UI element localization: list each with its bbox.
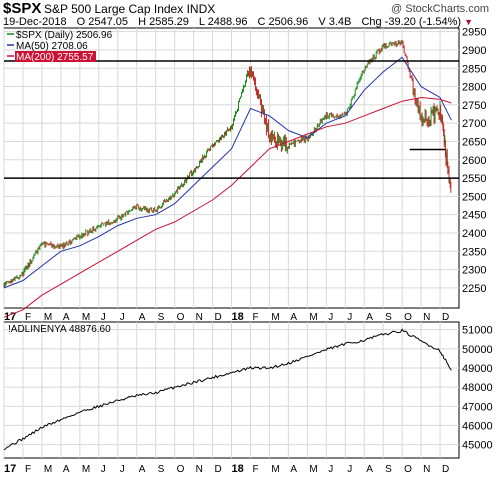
index-name: S&P 500 Large Cap Index INDX xyxy=(44,2,215,16)
x-tick-label: A xyxy=(366,464,373,475)
x-tick-label: S xyxy=(158,312,165,323)
x-tick-label: S xyxy=(158,464,165,475)
x-tick-label: M xyxy=(44,464,52,475)
y-tick-label: 2950 xyxy=(462,27,486,39)
y-tick-label: 2900 xyxy=(462,45,486,57)
x-tick-label: F xyxy=(252,464,258,475)
x-tick-label: J xyxy=(101,312,106,323)
x-tick-label: D xyxy=(442,312,449,323)
legend-label: MA(50) 2708.06 xyxy=(16,41,88,52)
x-tick-label: J xyxy=(120,464,125,475)
index-full-name: S&P 500 Large Cap Index xyxy=(44,2,184,16)
x-tick-label: J xyxy=(347,312,352,323)
y-tick-label: 48000 xyxy=(462,382,493,394)
x-tick-label: F xyxy=(252,312,258,323)
quote-open: O 2547.05 xyxy=(76,16,129,28)
x-tick-label: A xyxy=(139,464,146,475)
x-tick-label: A xyxy=(366,312,373,323)
quote-volume: V 3.4B xyxy=(318,16,352,28)
x-tick-label: D xyxy=(215,312,222,323)
x-tick-label: 18 xyxy=(232,311,244,323)
x-tick-label: D xyxy=(442,464,449,475)
y-tick-label: 2650 xyxy=(462,136,486,148)
y-tick-label: 2300 xyxy=(462,265,486,277)
y-tick-label: 2700 xyxy=(462,118,486,130)
x-tick-label: D xyxy=(215,464,222,475)
x-tick-label: S xyxy=(385,312,392,323)
x-tick-label: A xyxy=(63,312,70,323)
quote-low: L 2488.96 xyxy=(198,16,248,28)
legend-label: MA(200) 2755.57 xyxy=(16,52,94,63)
y-tick-label: 49000 xyxy=(462,363,493,375)
x-tick-label: N xyxy=(423,464,430,475)
quote-change: Chg -39.20 (-1.54%) xyxy=(361,16,462,28)
quote-high: H 2585.29 xyxy=(138,16,189,28)
adline-series xyxy=(3,328,452,451)
legend-label-bg xyxy=(15,51,96,62)
ticker-symbol: $SPX xyxy=(3,0,42,17)
x-tick-label: F xyxy=(25,464,31,475)
x-tick-label: N xyxy=(423,312,430,323)
x-tick-label: J xyxy=(328,312,333,323)
y-tick-label: 2400 xyxy=(462,228,486,240)
x-tick-label: O xyxy=(177,464,185,475)
x-tick-label: S xyxy=(385,464,392,475)
x-tick-label: F xyxy=(25,312,31,323)
x-tick-label: A xyxy=(139,312,146,323)
x-tick-label: M xyxy=(82,312,90,323)
down-triangle-icon: ▼ xyxy=(464,17,474,27)
x-tick-label: J xyxy=(328,464,333,475)
ma50-line xyxy=(3,56,452,289)
y-tick-label: 45000 xyxy=(462,440,493,452)
x-tick-label: M xyxy=(309,312,317,323)
exchange-label: INDX xyxy=(186,2,216,16)
y-tick-label: 2600 xyxy=(462,155,486,167)
copyright-notice: @ StockCharts.com xyxy=(391,3,489,15)
y-tick-label: 2500 xyxy=(462,191,486,203)
x-tick-label: J xyxy=(347,464,352,475)
y-tick-label: 2550 xyxy=(462,173,486,185)
y-tick-label: 2250 xyxy=(462,283,486,295)
y-tick-label: 2800 xyxy=(462,82,486,94)
ma200-line xyxy=(3,96,452,318)
x-tick-label: O xyxy=(177,312,185,323)
y-tick-label: 46000 xyxy=(462,420,493,432)
y-tick-label: 47000 xyxy=(462,401,493,413)
legend-label: !ADLINENYA 48876.60 xyxy=(8,324,111,335)
x-tick-label: A xyxy=(290,464,297,475)
y-tick-label: 51000 xyxy=(462,325,493,337)
legend-label: $SPX (Daily) 2506.96 xyxy=(16,30,113,41)
y-tick-label: 2450 xyxy=(462,210,486,222)
x-tick-label: O xyxy=(404,312,412,323)
x-tick-label: J xyxy=(101,464,106,475)
quote-close: C 2506.96 xyxy=(257,16,309,28)
x-tick-label: M xyxy=(82,464,90,475)
x-tick-label: M xyxy=(44,312,52,323)
x-tick-label: M xyxy=(309,464,317,475)
y-tick-label: 2850 xyxy=(462,63,486,75)
y-tick-label: 2750 xyxy=(462,100,486,112)
quote-date: 19-Dec-2018 xyxy=(3,16,67,28)
quote-summary: 19-Dec-2018 O 2547.05 H 2585.29 L 2488.9… xyxy=(3,16,473,28)
y-tick-label: 2350 xyxy=(462,246,486,258)
price-panel: 2250 2300 2350 2400 2450 2500 2550 2600 2650 2700… xyxy=(3,27,486,323)
x-tick-label: N xyxy=(196,464,203,475)
x-tick-label: 17 xyxy=(4,463,16,475)
x-tick-label: M xyxy=(271,464,279,475)
x-tick-label: J xyxy=(120,312,125,323)
x-tick-label: 18 xyxy=(232,463,244,475)
x-tick-label: N xyxy=(196,312,203,323)
x-tick-label: O xyxy=(404,464,412,475)
x-tick-label: A xyxy=(63,464,70,475)
y-tick-label: 50000 xyxy=(462,344,493,356)
x-tick-label: A xyxy=(290,312,297,323)
x-tick-label: M xyxy=(271,312,279,323)
